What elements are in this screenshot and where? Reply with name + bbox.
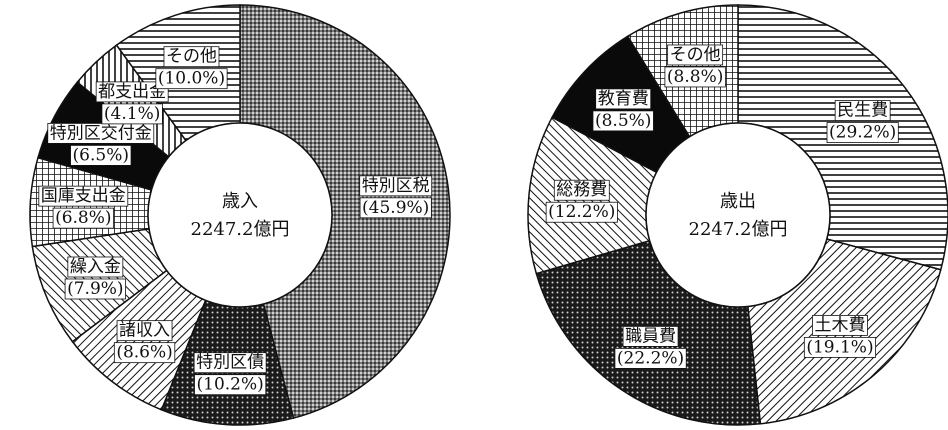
slice-name-label: その他 bbox=[166, 47, 217, 67]
label-minseihi: 民生費(29.2%) bbox=[826, 100, 899, 143]
label-backing bbox=[592, 110, 654, 132]
label-backing bbox=[52, 207, 114, 229]
slice-percent-label: (7.9%) bbox=[67, 279, 123, 299]
label-backing bbox=[70, 145, 132, 166]
slice-name-label: 総務費 bbox=[556, 180, 607, 200]
label-somuhi: 総務費(12.2%) bbox=[545, 179, 618, 223]
slice-name-label: 特別区交付金 bbox=[50, 123, 152, 143]
label-backing bbox=[664, 66, 726, 88]
label-backing bbox=[359, 175, 433, 197]
revenue-donut: 歳入 2247.2億円 特別区税(45.9%) 特別区債(10.2%) 諸収入(8.6%… bbox=[29, 4, 451, 426]
label-shokuinhi: 職員費(22.2%) bbox=[614, 326, 687, 369]
center-total: 2247.2億円 bbox=[689, 219, 788, 240]
label-backing bbox=[116, 320, 173, 342]
label-backing bbox=[826, 122, 899, 143]
donut-hole bbox=[147, 122, 333, 308]
slice-name-label: 特別区税 bbox=[362, 176, 430, 196]
label-backing bbox=[64, 278, 126, 300]
slice-percent-label: (12.2%) bbox=[548, 202, 615, 222]
center-total: 2247.2億円 bbox=[191, 219, 290, 240]
label-kyoikuhi: 教育費(8.5%) bbox=[592, 88, 654, 132]
slice-percent-label: (8.6%) bbox=[116, 343, 172, 363]
label-backing bbox=[667, 44, 724, 66]
label-backing bbox=[803, 336, 877, 358]
label-backing bbox=[194, 374, 267, 396]
label-backing bbox=[614, 348, 687, 369]
label-tokubetsukusai: 特別区債(10.2%) bbox=[193, 352, 267, 396]
slice-percent-label: (10.2%) bbox=[197, 375, 264, 395]
label-backing bbox=[812, 314, 868, 336]
label-backing bbox=[113, 342, 176, 364]
expenditure-donut: 歳出 2247.2億円 民生費(29.2%) 土木費(19.1%) 職員費(22.2%)… bbox=[527, 4, 948, 426]
slice-name-label: その他 bbox=[670, 45, 721, 65]
slice-percent-label: (45.9%) bbox=[362, 198, 429, 218]
slice-name-label: 都支出金 bbox=[98, 82, 166, 102]
label-dobokuhi: 土木費(19.1%) bbox=[803, 314, 877, 358]
slice-percent-label: (10.0%) bbox=[158, 69, 225, 89]
slice-percent-label: (6.8%) bbox=[55, 208, 111, 228]
center-title: 歳入 bbox=[222, 191, 258, 212]
label-backing bbox=[101, 103, 163, 125]
label-backing bbox=[193, 352, 267, 374]
label-kokko-shishutsukin: 国庫支出金(6.8%) bbox=[38, 185, 129, 229]
slice-name-label: 諸収入 bbox=[119, 321, 170, 341]
label-tokubetsukuzei: 特別区税(45.9%) bbox=[359, 175, 433, 219]
slice-name-label: 繰入金 bbox=[70, 257, 121, 277]
slice-name-label: 職員費 bbox=[625, 326, 676, 346]
label-backing bbox=[553, 179, 610, 201]
label-backing bbox=[38, 185, 129, 207]
slice-name-label: 特別区債 bbox=[196, 353, 264, 373]
label-backing bbox=[95, 81, 169, 103]
label-backing bbox=[67, 256, 124, 278]
label-backing bbox=[163, 46, 220, 68]
label-shoshunyu: 諸収入(8.6%) bbox=[113, 320, 176, 364]
slice-name-label: 教育費 bbox=[598, 89, 649, 109]
label-backing bbox=[834, 100, 891, 121]
slice-name-label: 民生費 bbox=[837, 101, 888, 121]
slice-percent-label: (8.5%) bbox=[595, 111, 651, 131]
label-to-shishutsukin: 都支出金(4.1%) bbox=[95, 81, 169, 125]
slice-percent-label: (22.2%) bbox=[617, 348, 684, 368]
label-backing bbox=[47, 123, 155, 144]
label-backing bbox=[622, 326, 679, 347]
label-backing bbox=[545, 201, 618, 223]
slice-percent-label: (4.1%) bbox=[104, 104, 160, 124]
center-title: 歳出 bbox=[720, 191, 756, 212]
slice-percent-label: (29.2%) bbox=[829, 123, 896, 143]
label-sonota: その他(10.0%) bbox=[155, 46, 228, 90]
slice-percent-label: (6.5%) bbox=[73, 145, 129, 165]
label-backing bbox=[595, 88, 652, 110]
slice-percent-label: (19.1%) bbox=[806, 337, 873, 357]
slice-name-label: 国庫支出金 bbox=[41, 186, 126, 206]
donut-hole bbox=[645, 122, 831, 308]
label-backing bbox=[155, 68, 228, 90]
slice-name-label: 土木費 bbox=[814, 315, 865, 335]
slice-percent-label: (8.8%) bbox=[667, 67, 723, 87]
label-sonota: その他(8.8%) bbox=[664, 44, 726, 88]
label-tokubetsuku-kofukin: 特別区交付金(6.5%) bbox=[47, 123, 155, 166]
label-kurirekin: 繰入金(7.9%) bbox=[64, 256, 126, 300]
label-backing bbox=[359, 197, 432, 219]
